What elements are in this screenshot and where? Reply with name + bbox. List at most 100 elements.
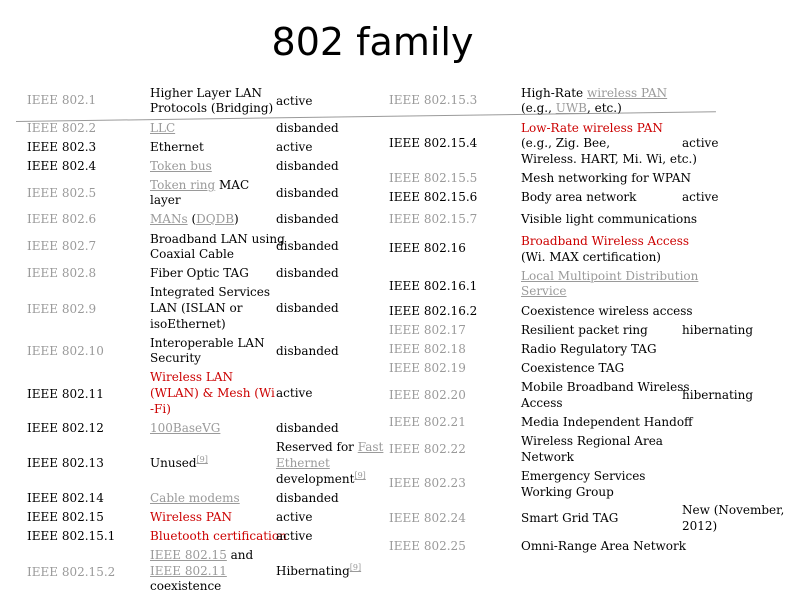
- status-text: active: [276, 529, 313, 543]
- standard-desc: MANs (DQDB): [150, 211, 239, 227]
- standard-id[interactable]: IEEE 802.15.5: [389, 171, 478, 185]
- standard-id: IEEE 802.4: [27, 159, 97, 173]
- standard-desc: Access: [521, 396, 563, 410]
- footnote-link[interactable]: [9]: [354, 471, 366, 480]
- standard-id: IEEE 802.11: [27, 387, 104, 401]
- standard-desc: Broadband LAN using: [150, 232, 285, 246]
- standard-id[interactable]: IEEE 802.17: [389, 323, 466, 337]
- status-text: disbanded: [276, 491, 339, 505]
- standard-desc-link[interactable]: Local Multipoint Distribution: [521, 269, 699, 283]
- status-text: 2012): [682, 519, 718, 533]
- standard-desc-link[interactable]: Service: [521, 284, 567, 298]
- standard-desc: IEEE 802.15 and: [150, 547, 253, 563]
- status-text: hibernating: [682, 388, 754, 402]
- standard-desc[interactable]: Bluetooth certification: [150, 529, 287, 543]
- token-ring-link[interactable]: Token ring: [150, 178, 216, 192]
- standard-id: IEEE 802.14: [27, 491, 104, 505]
- standard-id[interactable]: IEEE 802.1: [27, 93, 97, 107]
- standard-desc: Radio Regulatory TAG: [521, 342, 657, 356]
- standard-id[interactable]: IEEE 802.8: [27, 266, 97, 280]
- standard-desc-link[interactable]: LLC: [150, 121, 176, 135]
- standard-id[interactable]: IEEE 802.19: [389, 361, 466, 375]
- standard-id[interactable]: IEEE 802.25: [389, 539, 466, 553]
- desc-text: and: [226, 548, 254, 562]
- footnote-link[interactable]: [9]: [349, 563, 362, 572]
- standard-desc-link[interactable]: Token bus: [150, 159, 212, 173]
- status-text: disbanded: [276, 239, 339, 253]
- standard-id[interactable]: IEEE 802.6: [27, 212, 97, 226]
- standard-id[interactable]: IEEE 802.2: [27, 121, 97, 135]
- standard-desc[interactable]: Wireless LAN: [150, 370, 234, 384]
- standard-desc[interactable]: Low-Rate wireless PAN: [521, 121, 663, 135]
- desc-text: (: [187, 212, 197, 226]
- status-text: development[9]: [276, 471, 366, 487]
- standard-desc[interactable]: -Fi): [150, 402, 171, 416]
- standard-id: IEEE 802.15.4: [389, 136, 478, 150]
- mans-link[interactable]: MANs: [150, 212, 188, 226]
- standard-desc: Coexistence TAG: [521, 361, 625, 375]
- standard-desc: Wireless Regional Area: [521, 434, 663, 448]
- ethernet-link[interactable]: Ethernet: [276, 456, 330, 470]
- standard-id[interactable]: IEEE 802.7: [27, 239, 97, 253]
- standard-id[interactable]: IEEE 802.9: [27, 302, 97, 316]
- status-text: active: [682, 190, 719, 204]
- standard-desc-link[interactable]: 100BaseVG: [150, 421, 221, 435]
- standard-id: IEEE 802.16.1: [389, 279, 478, 293]
- desc-text: MAC: [215, 178, 250, 192]
- dqdb-link[interactable]: DQDB: [196, 212, 235, 226]
- desc-text: ): [234, 212, 239, 226]
- wireless-pan-link[interactable]: wireless PAN: [586, 86, 668, 100]
- uwb-link[interactable]: UWB: [555, 101, 587, 115]
- standard-desc: Coaxial Cable: [150, 247, 234, 261]
- standard-id[interactable]: IEEE 802.18: [389, 342, 466, 356]
- footnote-link[interactable]: [9]: [196, 455, 208, 464]
- standard-desc: Emergency Services: [521, 469, 646, 483]
- standard-desc-link[interactable]: Cable modems: [150, 491, 240, 505]
- status-text: disbanded: [276, 266, 339, 280]
- status-text: active: [276, 94, 313, 108]
- standard-id: IEEE 802.16.2: [389, 304, 478, 318]
- standard-desc: Media Independent Handoff: [521, 415, 693, 429]
- standard-id[interactable]: IEEE 802.21: [389, 415, 466, 429]
- standard-desc: (Wi. MAX certification): [521, 250, 661, 264]
- standard-id[interactable]: IEEE 802.10: [27, 344, 104, 358]
- standard-desc: Omni-Range Area Network: [521, 539, 687, 553]
- standard-desc: Higher Layer LAN: [150, 86, 263, 100]
- standard-desc-link[interactable]: IEEE 802.11: [150, 564, 227, 578]
- ieee-802-15-link[interactable]: IEEE 802.15: [150, 548, 227, 562]
- status-text: disbanded: [276, 212, 339, 226]
- standard-id[interactable]: IEEE 802.15.3: [389, 93, 478, 107]
- standard-id[interactable]: IEEE 802.20: [389, 388, 466, 402]
- status-text: Hibernating: [276, 564, 350, 578]
- standard-id[interactable]: IEEE 802.5: [27, 186, 97, 200]
- standard-desc[interactable]: Wireless PAN: [150, 510, 233, 524]
- standard-id[interactable]: IEEE 802.24: [389, 511, 466, 525]
- standard-desc: isoEthernet): [150, 317, 226, 331]
- status-text: active: [276, 510, 313, 524]
- standard-desc: LAN (ISLAN or: [150, 301, 243, 315]
- standard-desc: Ethernet: [150, 140, 204, 154]
- standard-desc: Resilient packet ring: [521, 323, 648, 337]
- standard-desc[interactable]: (WLAN) & Mesh (Wi: [150, 386, 275, 400]
- status-text: active: [682, 136, 719, 150]
- standard-desc: Fiber Optic TAG: [150, 266, 249, 280]
- standard-id[interactable]: IEEE 802.23: [389, 476, 466, 490]
- standard-id: IEEE 802.15: [27, 510, 104, 524]
- standard-desc: High-Rate wireless PAN: [521, 85, 667, 101]
- desc-text: Unused: [150, 456, 197, 470]
- status-text: disbanded: [276, 344, 339, 358]
- standard-id: IEEE 802.15.1: [27, 529, 116, 543]
- standard-desc: Protocols (Bridging): [150, 101, 274, 115]
- page-title: 802 family: [271, 20, 474, 64]
- status-text: Reserved for Fast: [276, 439, 383, 455]
- status-text: development: [276, 472, 355, 486]
- standard-desc: layer: [150, 193, 181, 207]
- status-text: Reserved for: [276, 440, 358, 454]
- fast-link[interactable]: Fast: [357, 440, 384, 454]
- status-text: active: [276, 386, 313, 400]
- standard-id[interactable]: IEEE 802.15.2: [27, 565, 116, 579]
- standard-id[interactable]: IEEE 802.15.7: [389, 212, 478, 226]
- standard-desc[interactable]: Broadband Wireless Access: [521, 234, 690, 248]
- status-text: disbanded: [276, 159, 339, 173]
- standard-id[interactable]: IEEE 802.22: [389, 442, 466, 456]
